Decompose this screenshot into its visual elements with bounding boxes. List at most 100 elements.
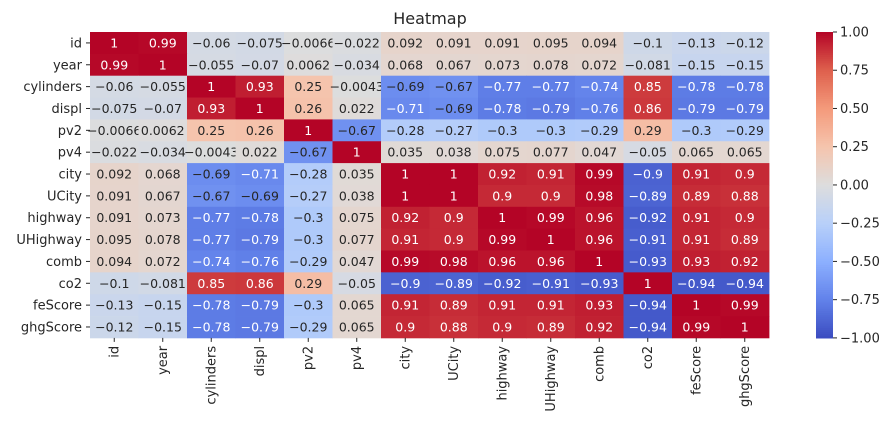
- heatmap-cell: [672, 163, 721, 186]
- colorbar-segment: [816, 292, 833, 295]
- row-tick-label: city: [58, 168, 82, 183]
- colorbar-segment: [816, 324, 833, 328]
- colorbar-segment: [816, 213, 833, 217]
- colorbar-segment: [816, 276, 833, 280]
- heatmap-cell: [526, 163, 576, 186]
- colorbar-segment: [816, 118, 833, 121]
- cell-value-label: 0.99: [537, 210, 565, 225]
- heatmap-cell: [284, 141, 333, 164]
- colorbar-segment: [816, 162, 833, 165]
- colorbar-segment: [816, 311, 833, 314]
- colorbar-segment: [816, 253, 833, 257]
- heatmap-cell: [187, 206, 236, 230]
- colorbar-segment: [816, 37, 833, 41]
- cell-value-label: −0.15: [144, 319, 182, 334]
- heatmap-cell: [429, 97, 479, 120]
- cell-value-label: −0.77: [532, 79, 570, 94]
- heatmap-cell: [90, 228, 139, 251]
- heatmap-cell: [284, 53, 333, 77]
- heatmap-cell: [526, 75, 576, 98]
- heatmap-cell: [235, 32, 285, 55]
- colorbar-segment: [816, 165, 833, 169]
- colorbar-segment: [816, 110, 833, 113]
- cell-value-label: 0.035: [339, 167, 375, 182]
- colorbar-segment: [816, 223, 833, 226]
- heatmap-cell: [187, 163, 236, 186]
- colorbar-segment: [816, 75, 833, 79]
- heatmap-cell: [429, 316, 479, 339]
- colorbar-segment: [816, 131, 833, 134]
- colorbar-segment: [816, 270, 833, 274]
- cell-value-label: −0.15: [677, 57, 715, 72]
- colorbar-segment: [816, 265, 833, 268]
- colorbar-segment: [816, 91, 833, 94]
- heatmap-cell: [478, 294, 527, 317]
- heatmap-cell: [235, 119, 285, 142]
- heatmap-cell: [672, 32, 721, 55]
- cell-value-label: −0.081: [625, 57, 671, 72]
- cell-value-label: 0.96: [488, 254, 516, 269]
- cell-value-label: 0.095: [96, 232, 132, 247]
- colorbar-segment: [816, 32, 833, 35]
- cell-value-label: −0.78: [677, 79, 715, 94]
- cell-value-label: −0.94: [677, 276, 715, 291]
- cell-value-label: −0.92: [629, 210, 667, 225]
- cell-value-label: −0.055: [188, 57, 234, 72]
- heatmap-cell: [381, 32, 430, 55]
- cell-value-label: −0.76: [580, 101, 618, 116]
- cell-value-label: −0.07: [144, 101, 182, 116]
- cell-value-label: 0.99: [149, 35, 177, 50]
- cell-value-label: 0.077: [339, 232, 375, 247]
- colorbar-segment: [816, 257, 833, 261]
- colorbar-segment: [816, 328, 833, 331]
- cell-value-label: 0.88: [440, 319, 468, 334]
- heatmap-cell: [526, 184, 576, 208]
- heatmap-cell: [187, 316, 236, 339]
- colorbar-segment: [816, 83, 833, 87]
- cell-value-label: 0.99: [100, 57, 128, 72]
- cell-value-label: −0.79: [726, 101, 764, 116]
- cell-value-label: 1: [353, 145, 361, 160]
- cell-value-label: −0.67: [192, 188, 230, 203]
- cell-value-label: 0.25: [197, 123, 225, 138]
- heatmap-cell: [575, 272, 624, 295]
- heatmap-cell: [623, 294, 673, 317]
- colorbar-segment: [816, 108, 833, 111]
- heatmap-cell: [478, 184, 527, 208]
- heatmap-cell: [90, 272, 139, 295]
- heatmap-cell: [478, 119, 527, 142]
- cell-value-label: −0.94: [629, 319, 667, 334]
- cell-value-label: −0.74: [580, 79, 618, 94]
- heatmap-cell: [672, 250, 721, 273]
- cell-value-label: −0.05: [338, 276, 376, 291]
- heatmap-cell: [720, 119, 770, 142]
- heatmap-cell: [623, 53, 673, 77]
- row-tick-label: co2: [59, 277, 82, 292]
- heatmap-cell: [332, 294, 382, 317]
- heatmap-cell: [90, 250, 139, 273]
- cell-value-label: −0.9: [390, 276, 420, 291]
- cell-value-label: 1: [450, 167, 458, 182]
- col-tick-label: UHighway: [544, 346, 559, 412]
- heatmap-cell: [381, 163, 430, 186]
- cell-value-label: −0.69: [241, 188, 279, 203]
- cell-value-label: −0.0043: [330, 79, 384, 94]
- heatmap-cell: [575, 184, 624, 208]
- colorbar-segment: [816, 326, 833, 329]
- cell-value-label: 1: [741, 319, 749, 334]
- heatmap-cell: [720, 228, 770, 251]
- heatmap-cell: [138, 141, 188, 164]
- cell-value-label: 0.91: [682, 210, 710, 225]
- row-labels: id year cylinders displ pv2 pv4 city UCity highw…: [16, 36, 90, 335]
- cell-value-label: −0.69: [435, 101, 473, 116]
- col-tick-label: comb: [593, 346, 608, 382]
- colorbar-segment: [816, 68, 833, 71]
- colorbar-segment: [816, 133, 833, 136]
- colorbar-segment: [816, 330, 833, 333]
- cell-value-label: 0.89: [440, 298, 468, 313]
- cell-value-label: 0.092: [387, 35, 423, 50]
- cell-value-label: 1: [207, 79, 215, 94]
- colorbar-segment: [816, 295, 833, 299]
- heatmap-cell: [284, 294, 333, 317]
- heatmap-cell: [478, 272, 527, 295]
